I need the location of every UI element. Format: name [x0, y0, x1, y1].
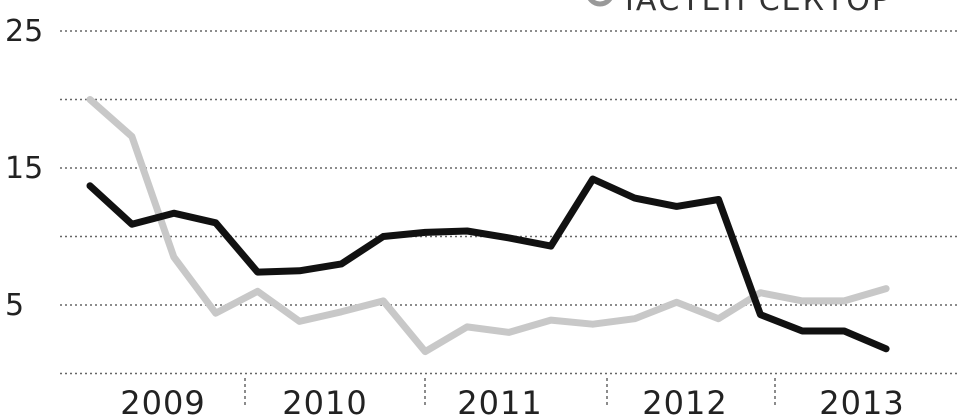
- x-tick-label: 2011: [457, 384, 542, 419]
- legend-marker: [587, 0, 613, 7]
- x-tick-labels: 2009 2010 2011 2012 2013: [120, 384, 904, 419]
- legend-label: ІАСТЕП СЕКТОР: [625, 0, 892, 18]
- y-tick-labels: 25 15 5: [5, 14, 43, 323]
- y-tick-label: 5: [5, 288, 24, 323]
- x-tick-label: 2010: [282, 384, 367, 419]
- x-tick-label: 2009: [120, 384, 205, 419]
- gridlines: [60, 30, 960, 375]
- legend: ІАСТЕП СЕКТОР: [587, 0, 892, 18]
- series-lines: [86, 96, 890, 356]
- y-tick-label: 25: [5, 14, 43, 49]
- series-line-dark: [86, 175, 890, 353]
- x-tick-label: 2012: [642, 384, 727, 419]
- x-tick-label: 2013: [819, 384, 904, 419]
- y-tick-label: 15: [5, 151, 43, 186]
- x-separators: [244, 378, 776, 405]
